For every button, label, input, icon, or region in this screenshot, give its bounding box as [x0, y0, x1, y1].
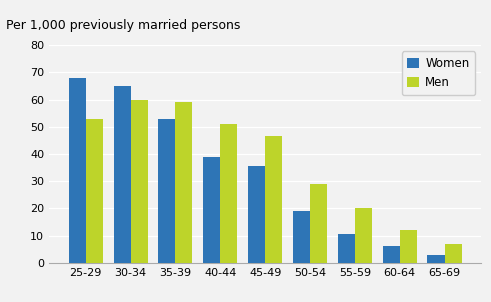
Bar	[131, 100, 148, 263]
Bar	[428, 255, 444, 263]
Bar	[175, 102, 192, 263]
Bar	[265, 137, 282, 263]
Bar	[113, 86, 131, 263]
Bar	[69, 78, 86, 263]
Bar	[220, 124, 237, 263]
Bar	[248, 166, 265, 263]
Bar	[338, 234, 355, 263]
Bar	[310, 184, 327, 263]
Text: Per 1,000 previously married persons: Per 1,000 previously married persons	[6, 19, 240, 32]
Bar	[400, 230, 417, 263]
Bar	[86, 119, 103, 263]
Legend: Women, Men: Women, Men	[402, 51, 475, 95]
Bar	[355, 208, 372, 263]
Bar	[293, 211, 310, 263]
Bar	[444, 244, 462, 263]
Bar	[203, 157, 220, 263]
Bar	[159, 119, 175, 263]
Bar	[382, 246, 400, 263]
